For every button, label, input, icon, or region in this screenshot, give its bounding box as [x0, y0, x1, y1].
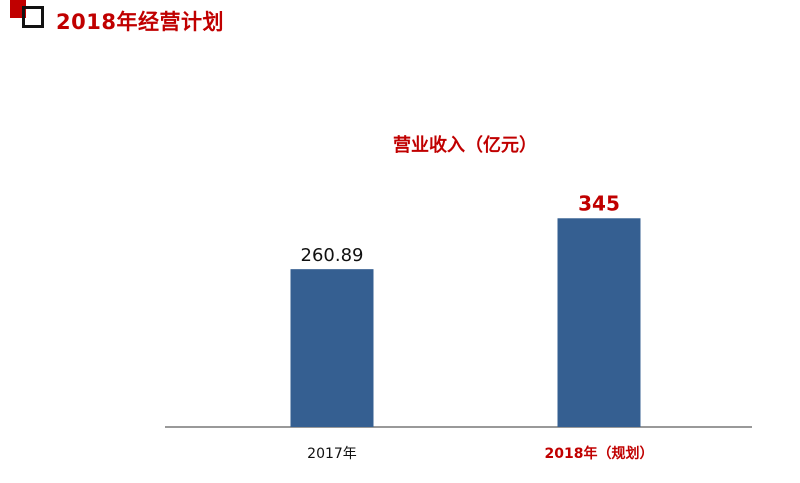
bar-0: [290, 269, 374, 427]
category-label-0: 2017年: [307, 446, 357, 462]
bar-1: [557, 218, 641, 427]
bar-value-label-0: 260.89: [301, 245, 364, 266]
logo-black-frame: [22, 6, 44, 28]
chart-title: 营业收入（亿元）: [393, 135, 537, 156]
page-title: 2018年经营计划: [56, 10, 224, 34]
bar-value-label-1: 345: [578, 191, 620, 215]
logo-mark: [0, 0, 50, 34]
category-label-1: 2018年（规划）: [545, 445, 654, 462]
